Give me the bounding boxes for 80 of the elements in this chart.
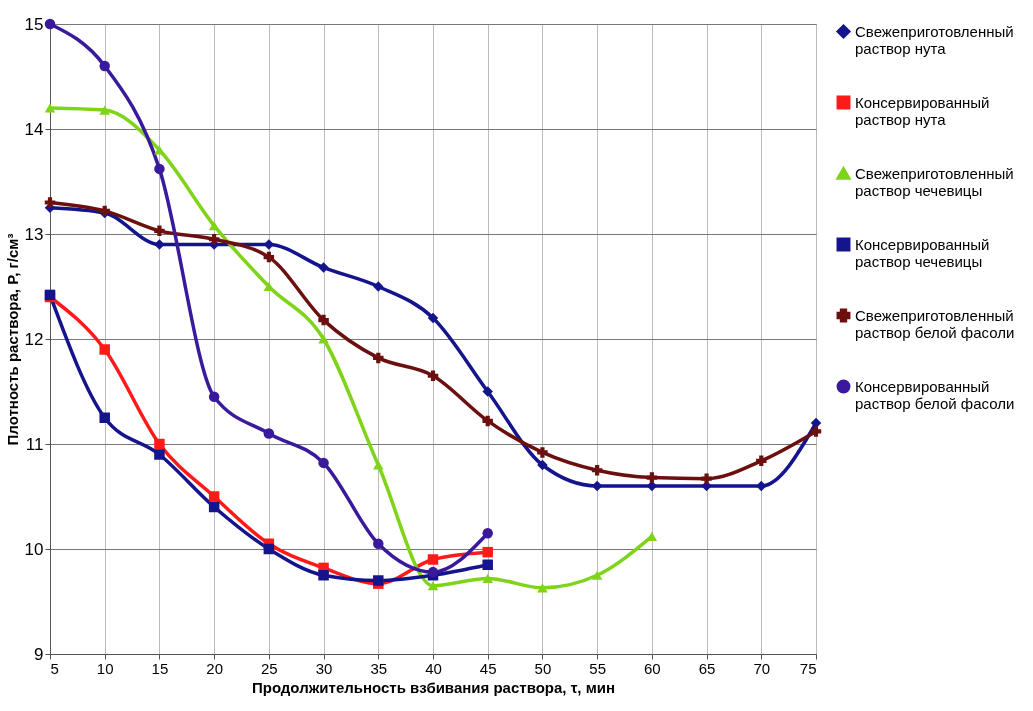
point xyxy=(154,145,165,155)
x-tick-label: 10 xyxy=(96,659,114,677)
y-tick-label: 15 xyxy=(24,14,44,34)
x-tick-label: 25 xyxy=(261,659,278,677)
x-tick-label: 75 xyxy=(799,659,817,677)
point xyxy=(756,455,767,467)
point xyxy=(373,281,384,292)
point xyxy=(482,559,493,570)
point xyxy=(318,314,329,326)
point xyxy=(373,538,384,549)
x-tick-label: 35 xyxy=(370,659,388,677)
x-tick-label: 30 xyxy=(315,659,333,677)
point xyxy=(591,570,603,580)
x-tick-label: 20 xyxy=(206,659,223,677)
legend-label: Консервированный раствор чечевицы xyxy=(855,235,990,270)
point xyxy=(99,412,110,423)
x-tick-label: 70 xyxy=(753,659,771,677)
point xyxy=(427,581,439,591)
x-tick-label: 40 xyxy=(425,659,442,677)
y-tick-label: 13 xyxy=(24,224,44,244)
point xyxy=(482,386,493,397)
y-tick-label: 11 xyxy=(25,434,44,454)
point xyxy=(482,528,493,539)
point xyxy=(591,465,603,476)
y-axis-title: Плотность раствора, P, г/см³ xyxy=(3,233,21,446)
x-tick-label: 50 xyxy=(534,659,552,677)
point xyxy=(482,415,493,427)
point xyxy=(208,234,220,245)
point xyxy=(154,438,165,450)
point xyxy=(99,60,110,72)
point xyxy=(263,543,275,555)
legend-label: Консервированный раствор белой фасоли xyxy=(855,377,1015,412)
point xyxy=(482,546,493,558)
point xyxy=(537,447,548,458)
point xyxy=(646,472,658,483)
point xyxy=(373,460,384,470)
point xyxy=(44,103,56,113)
point xyxy=(756,480,767,492)
point xyxy=(318,262,329,273)
x-tick-label: 65 xyxy=(698,659,716,677)
y-tick-label: 10 xyxy=(24,539,44,559)
point xyxy=(208,491,220,502)
point xyxy=(810,426,822,437)
point xyxy=(208,501,220,513)
point xyxy=(427,312,439,324)
point xyxy=(154,225,165,237)
legend-label: Консервированный раствор нута xyxy=(855,93,990,128)
point xyxy=(482,573,493,583)
x-axis-title: Продолжительность взбивания раствора, τ, мин xyxy=(251,678,616,696)
point xyxy=(318,570,329,581)
point xyxy=(701,473,712,484)
x-tick-label: 5 xyxy=(50,659,59,677)
point xyxy=(263,251,275,263)
y-tick-label: 12 xyxy=(24,329,44,349)
point xyxy=(263,428,275,439)
y-tick-label: 9 xyxy=(34,644,44,664)
y-tick-label: 14 xyxy=(24,119,44,139)
legend-label: Свежеприготовленный раствор нута xyxy=(855,22,1014,57)
point xyxy=(373,352,384,364)
point xyxy=(318,457,329,469)
point xyxy=(154,163,165,175)
point xyxy=(208,221,220,231)
x-tick-label: 15 xyxy=(151,659,169,677)
point xyxy=(99,105,110,115)
legend-label: Свежеприготовленный раствор чечевицы xyxy=(855,164,1014,199)
point xyxy=(537,459,548,471)
point xyxy=(44,197,56,208)
legend-label: Свежеприготовленный раствор белой фасоли xyxy=(855,306,1015,341)
point xyxy=(427,554,439,565)
point xyxy=(154,449,165,460)
point xyxy=(427,370,439,381)
point xyxy=(99,344,110,355)
x-tick-label: 60 xyxy=(644,659,661,677)
x-tick-label: 45 xyxy=(479,659,497,677)
x-tick-label: 55 xyxy=(589,659,606,677)
point xyxy=(44,18,56,30)
point xyxy=(318,334,329,344)
point xyxy=(427,566,439,578)
point xyxy=(208,391,220,402)
point xyxy=(537,583,548,593)
